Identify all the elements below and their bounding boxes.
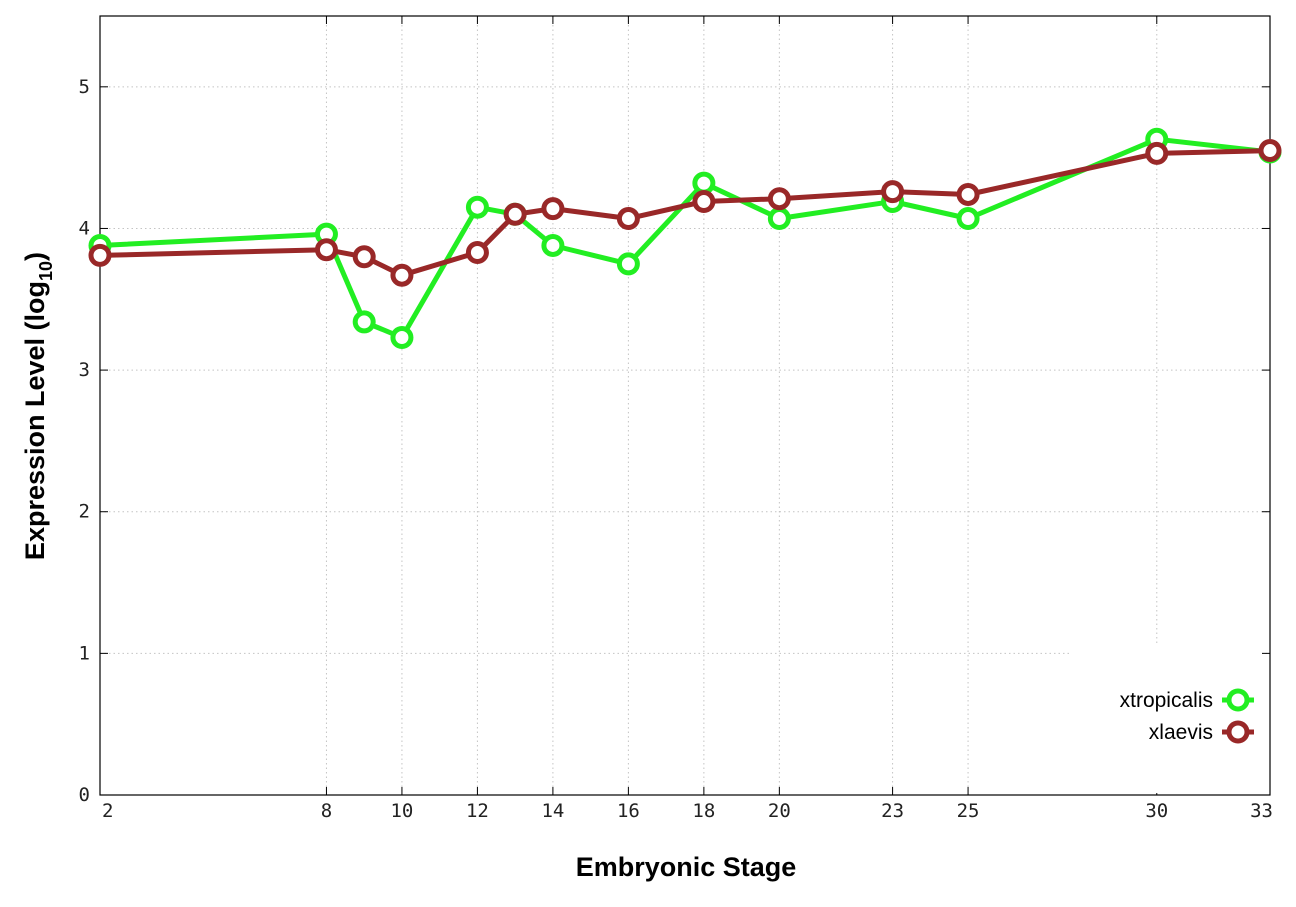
y-tick-label: 1 (79, 642, 90, 664)
y-tick-label: 3 (79, 359, 90, 381)
y-tick-label: 0 (79, 784, 90, 806)
data-point-xtropicalis (616, 252, 640, 276)
x-axis-title: Embryonic Stage (576, 852, 797, 882)
data-point-xlaevis (314, 238, 338, 262)
series-line-xlaevis (99, 148, 1271, 278)
data-point-xtropicalis (692, 171, 716, 195)
data-point-xtropicalis (465, 195, 489, 219)
y-tick-label: 4 (79, 217, 90, 239)
legend-marker (1226, 688, 1250, 712)
y-tick-label: 5 (79, 76, 90, 98)
x-tick-label: 14 (541, 800, 564, 822)
y-axis-title-close: ) (20, 252, 50, 261)
x-tick-label: 20 (768, 800, 791, 822)
y-axis-title-sub: 10 (36, 261, 56, 281)
x-tick-label: 33 (1250, 800, 1273, 822)
legend-background (1072, 645, 1262, 793)
x-tick-label: 10 (390, 800, 413, 822)
data-point-xlaevis (956, 182, 980, 206)
x-tick-label: 16 (617, 800, 640, 822)
data-point-xlaevis (1258, 139, 1282, 163)
x-tick-label: 18 (692, 800, 715, 822)
data-point-xtropicalis (390, 326, 414, 350)
y-tick-label: 2 (79, 501, 90, 523)
legend-label: xtropicalis (1120, 689, 1213, 712)
data-point-xtropicalis (767, 207, 791, 231)
x-tick-label: 25 (957, 800, 980, 822)
data-point-xlaevis (692, 190, 716, 214)
plot-frame (99, 15, 1271, 796)
legend: xtropicalis xlaevis (1120, 688, 1254, 744)
data-point-xlaevis (88, 243, 112, 267)
data-point-xlaevis (1145, 141, 1169, 165)
data-point-xlaevis (767, 187, 791, 211)
x-tick-label: 23 (881, 800, 904, 822)
data-point-xlaevis (503, 202, 527, 226)
x-tick-label: 2 (102, 800, 113, 822)
data-point-xlaevis (541, 197, 565, 221)
data-point-xlaevis (390, 263, 414, 287)
data-point-xlaevis (352, 245, 376, 269)
y-axis-title: Expression Level (log10) (20, 252, 56, 560)
series-layer (88, 127, 1282, 350)
legend-label: xlaevis (1149, 721, 1213, 744)
y-axis-title-main: Expression Level (log (20, 281, 50, 560)
data-point-xtropicalis (541, 233, 565, 257)
data-point-xlaevis (616, 207, 640, 231)
y-axis-title-group: Expression Level (log10) (20, 252, 56, 560)
data-point-xtropicalis (352, 310, 376, 334)
data-point-xlaevis (465, 241, 489, 265)
x-tick-label: 12 (466, 800, 489, 822)
data-point-xtropicalis (956, 207, 980, 231)
x-tick-label: 8 (321, 800, 332, 822)
data-point-xlaevis (881, 180, 905, 204)
legend-marker (1226, 720, 1250, 744)
x-tick-label: 30 (1145, 800, 1168, 822)
